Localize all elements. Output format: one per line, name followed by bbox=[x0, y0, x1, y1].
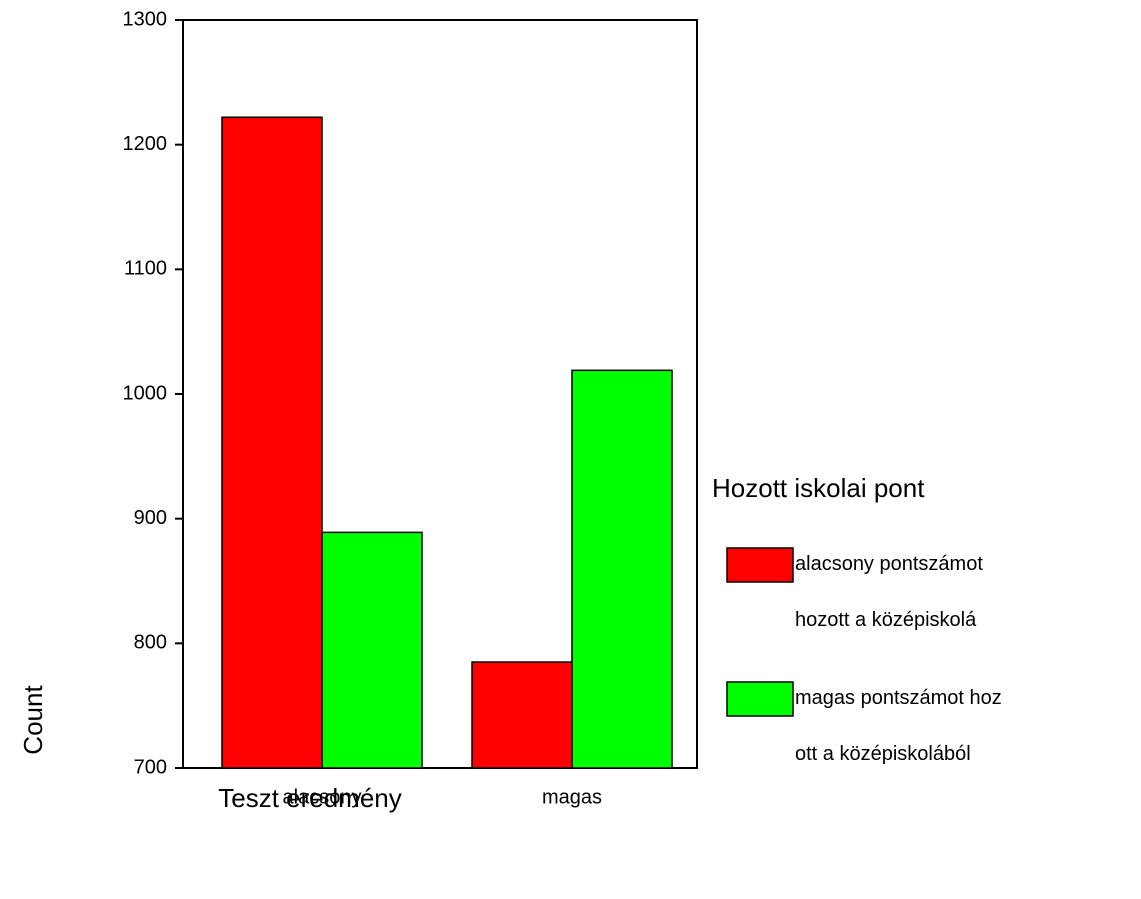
x-tick-label: magas bbox=[542, 786, 602, 808]
legend-swatch bbox=[726, 547, 794, 583]
bar bbox=[471, 661, 573, 769]
y-tick-label: 700 bbox=[134, 756, 167, 778]
y-tick-label: 1100 bbox=[124, 258, 167, 280]
y-axis-title: Count bbox=[18, 685, 48, 755]
bar bbox=[321, 531, 423, 769]
bar bbox=[221, 116, 323, 769]
legend-swatch bbox=[726, 681, 794, 717]
y-tick-label: 1000 bbox=[123, 382, 168, 404]
legend-title: Hozott iskolai pont bbox=[712, 473, 925, 503]
y-tick-label: 1300 bbox=[123, 8, 168, 30]
legend-label: magas pontszámot hoz ott a középiskolából bbox=[795, 687, 1002, 765]
y-tick-label: 900 bbox=[134, 507, 167, 529]
y-tick-label: 1200 bbox=[123, 133, 168, 155]
x-axis-title: Teszt eredmény bbox=[218, 783, 402, 813]
y-tick-label: 800 bbox=[134, 632, 167, 654]
legend-label: alacsony pontszámot hozott a középiskolá bbox=[795, 553, 988, 631]
x-tick-label: alacsony bbox=[283, 786, 362, 808]
bar bbox=[571, 369, 673, 769]
